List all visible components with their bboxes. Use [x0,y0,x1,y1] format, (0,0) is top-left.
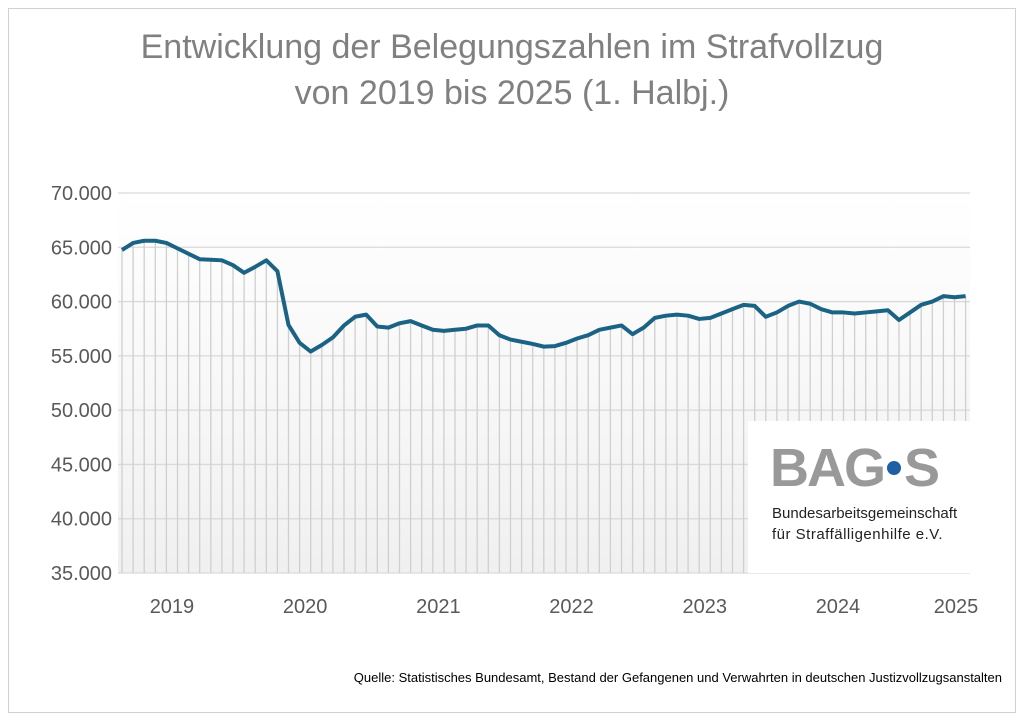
x-tick-label: 2021 [416,596,461,618]
logo-line2: für Straffälligenhilfe e.V. [772,526,944,543]
logo-mark-right: S [904,438,940,498]
bags-logo: BAG S Bundesarbeitsgemeinschaft für Straf… [748,421,970,573]
chart-title-line1: Entwicklung der Belegungszahlen im Straf… [140,28,884,66]
logo-mark: BAG S [770,438,940,498]
x-tick-label: 2024 [816,596,861,618]
logo-subtitle: Bundesarbeitsgemeinschaft für Straffälli… [772,503,957,545]
x-tick-label: 2019 [150,596,195,618]
y-tick-label: 50.000 [51,400,112,422]
y-tick-label: 40.000 [51,509,112,531]
logo-line1: Bundesarbeitsgemeinschaft [772,505,958,522]
x-tick-label: 2020 [283,596,328,618]
y-tick-label: 70.000 [51,183,112,205]
y-tick-label: 45.000 [51,454,112,476]
y-tick-label: 65.000 [51,237,112,259]
chart-title: Entwicklung der Belegungszahlen im Straf… [0,24,1024,116]
logo-dot-icon [887,460,901,475]
x-tick-label: 2022 [549,596,594,618]
x-tick-label: 2023 [683,596,728,618]
source-note: Quelle: Statistisches Bundesamt, Bestand… [353,670,1002,685]
y-tick-label: 55.000 [51,346,112,368]
x-tick-label: 2025 [934,596,979,618]
logo-mark-left: BAG [770,438,886,498]
y-tick-label: 35.000 [51,563,112,585]
chart-title-line2: von 2019 bis 2025 (1. Halbj.) [294,74,730,112]
y-tick-label: 60.000 [51,292,112,314]
series-line [120,238,966,354]
